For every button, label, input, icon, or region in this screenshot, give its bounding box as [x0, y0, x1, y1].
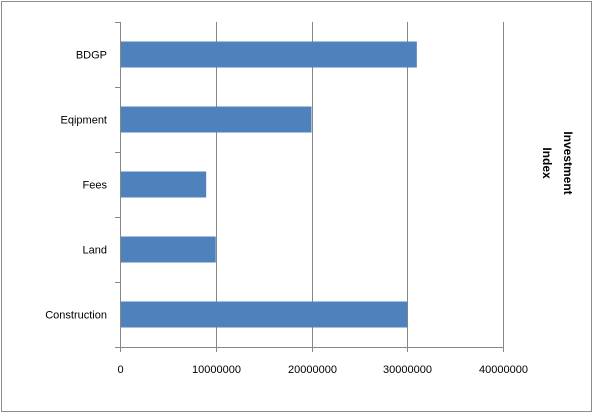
- bar: [121, 236, 216, 263]
- category-label: Construction: [45, 310, 107, 322]
- legend: Investment Index: [540, 131, 575, 194]
- bar: [121, 41, 417, 68]
- bars: [121, 41, 417, 328]
- bar: [121, 171, 207, 198]
- x-tick-label: 20000000: [288, 364, 337, 376]
- bar: [121, 301, 408, 328]
- axes: [115, 22, 504, 352]
- gridlines: [216, 22, 504, 347]
- category-label: BDGP: [76, 50, 107, 62]
- x-tick-label: 40000000: [479, 364, 528, 376]
- category-label: Fees: [83, 180, 108, 192]
- category-label: Land: [83, 245, 107, 257]
- legend-label-line2: Index: [540, 147, 554, 179]
- legend-label-line1: Investment: [561, 131, 575, 194]
- x-tick-label: 30000000: [383, 364, 432, 376]
- category-label: Eqipment: [61, 115, 107, 127]
- x-tick-label: 0: [117, 364, 123, 376]
- tick-labels: 0 10000000 20000000 30000000 40000000 BDGP Eqi…: [45, 50, 528, 377]
- bar: [121, 106, 312, 133]
- x-tick-label: 10000000: [192, 364, 241, 376]
